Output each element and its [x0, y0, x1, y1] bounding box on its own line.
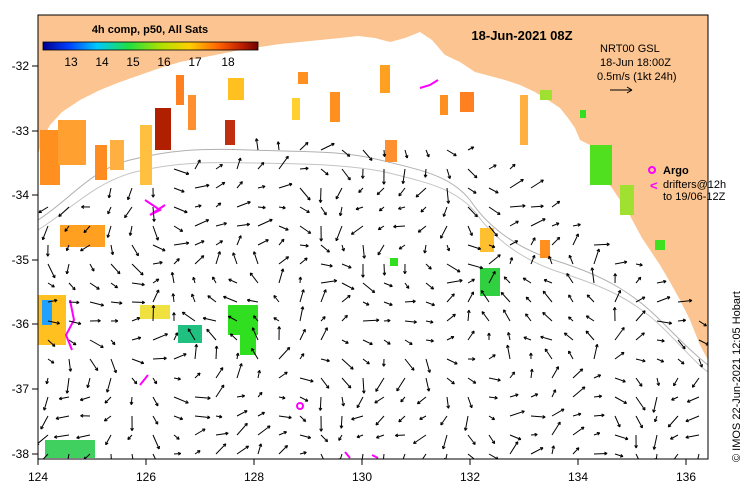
colorbar-tick-label: 17: [188, 55, 202, 69]
colorbar-tick-label: 14: [95, 55, 109, 69]
current-arrowhead: [400, 464, 403, 467]
colorbar-tick-label: 16: [157, 55, 171, 69]
x-tick-label: 132: [460, 470, 480, 484]
drifters-line1: drifters@12h: [663, 179, 726, 191]
y-tick-label: -32: [12, 59, 30, 73]
map-title: 18-Jun-2021 08Z: [471, 28, 572, 43]
current-arrowhead: [66, 464, 69, 467]
colorbar-tick-label: 18: [221, 55, 235, 69]
x-tick-label: 126: [136, 470, 156, 484]
x-tick-label: 136: [676, 470, 696, 484]
colorbar-tick-label: 13: [64, 55, 78, 69]
x-tick-label: 128: [244, 470, 264, 484]
current-arrowhead: [110, 463, 113, 466]
current-arrowhead: [382, 464, 385, 467]
y-tick-label: -38: [12, 447, 30, 461]
current-arrow: [594, 244, 610, 245]
colorbar-tick-label: 15: [126, 55, 140, 69]
current-arrowhead: [420, 461, 423, 464]
current-arrow: [111, 454, 112, 466]
y-tick-label: -34: [12, 188, 30, 202]
current-legend-line3: 0.5m/s (1kt 24h): [597, 71, 676, 83]
x-tick-label: 130: [352, 470, 372, 484]
current-arrowhead: [696, 461, 699, 464]
argo-label: Argo: [663, 165, 689, 177]
colorbar-label: 4h comp, p50, All Sats: [92, 24, 208, 36]
x-tick-label: 124: [28, 470, 48, 484]
current-legend-line2: 18-Jun 18:00Z: [600, 57, 671, 69]
x-tick-label: 134: [568, 470, 588, 484]
drifter-marker-icon: <: [650, 178, 658, 193]
current-arrowhead: [132, 463, 135, 466]
current-arrowhead: [477, 461, 480, 464]
x-axis: 124 126 128 130 132 134 136: [28, 459, 696, 484]
current-arrow: [132, 302, 145, 303]
credit-text: © IMOS 22-Jun-2021 12:05 Hobart: [731, 291, 743, 462]
current-arrow: [216, 346, 217, 359]
y-tick-label: -36: [12, 317, 30, 331]
current-legend-line1: NRT00 GSL: [600, 43, 660, 55]
colorbar-ramp: [43, 42, 258, 50]
y-tick-label: -33: [12, 124, 30, 138]
y-axis: -32 -33 -34 -35 -36 -37 -38: [12, 59, 38, 461]
current-arrow: [321, 188, 322, 203]
current-arrowhead: [670, 462, 673, 465]
current-arrow: [594, 454, 607, 455]
current-arrow: [153, 305, 154, 321]
current-arrowhead: [639, 462, 642, 465]
drifters-line2: to 19/06-12Z: [663, 191, 726, 203]
current-arrowhead: [155, 461, 158, 464]
current-arrow: [320, 397, 321, 411]
y-tick-label: -37: [12, 382, 30, 396]
y-tick-label: -35: [12, 253, 30, 267]
